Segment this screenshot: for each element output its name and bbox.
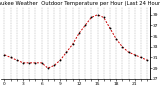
Point — [59, 59, 62, 61]
Point — [65, 51, 68, 53]
Point — [9, 57, 12, 58]
Point — [84, 25, 86, 26]
Point — [140, 57, 142, 58]
Point — [47, 67, 49, 69]
Point — [127, 51, 130, 53]
Point — [71, 43, 74, 45]
Point — [96, 14, 99, 15]
Point — [90, 17, 93, 18]
Point — [40, 62, 43, 64]
Point — [109, 27, 111, 29]
Point — [115, 38, 117, 39]
Point — [34, 62, 37, 64]
Point — [22, 62, 24, 64]
Point — [78, 33, 80, 34]
Point — [53, 65, 55, 66]
Point — [146, 59, 148, 61]
Point — [28, 62, 31, 64]
Point — [133, 54, 136, 56]
Point — [16, 59, 18, 61]
Title: Milwaukee Weather  Outdoor Temperature per Hour (Last 24 Hours): Milwaukee Weather Outdoor Temperature pe… — [0, 1, 160, 6]
Point — [121, 46, 124, 48]
Point — [102, 17, 105, 18]
Point — [3, 54, 6, 56]
